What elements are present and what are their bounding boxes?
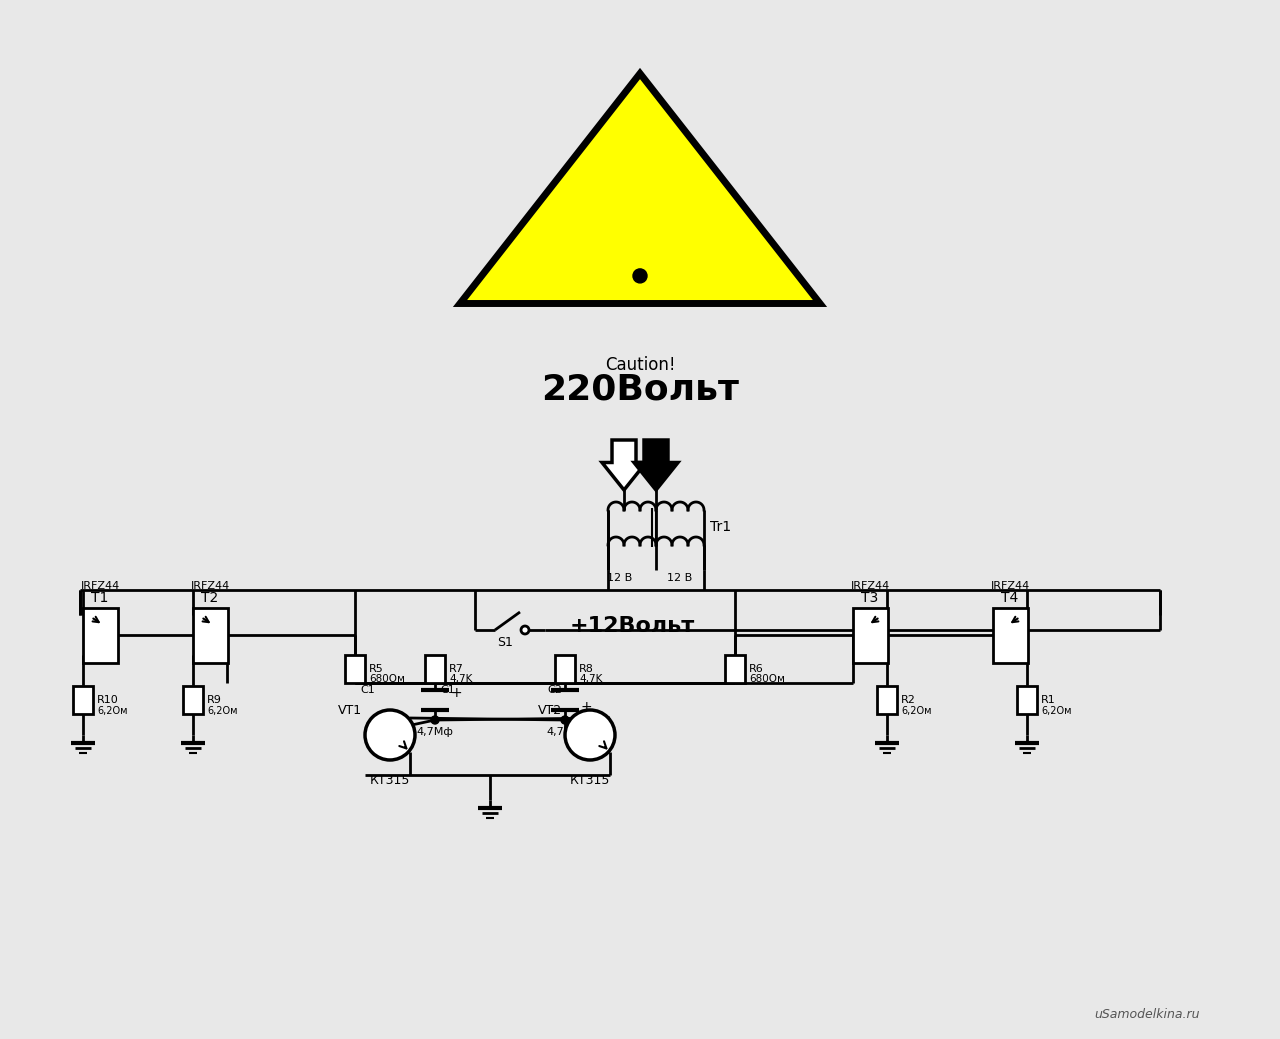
Circle shape: [564, 710, 614, 760]
Text: T2: T2: [201, 591, 219, 605]
Text: IRFZ44: IRFZ44: [850, 581, 890, 591]
Text: R8: R8: [579, 664, 594, 674]
Text: C1: C1: [360, 685, 375, 695]
Text: 6,2Ом: 6,2Ом: [901, 705, 932, 716]
Text: S1: S1: [497, 636, 513, 648]
Text: VT1: VT1: [338, 703, 362, 717]
Circle shape: [521, 627, 529, 634]
Text: Tr1: Tr1: [710, 520, 731, 534]
Bar: [724, 655, 745, 683]
Text: 6,2Ом: 6,2Ом: [1041, 705, 1071, 716]
Text: IRFZ44: IRFZ44: [81, 581, 119, 591]
Text: +: +: [451, 686, 462, 700]
Bar: [346, 655, 365, 683]
Text: uSamodelkina.ru: uSamodelkina.ru: [1094, 1009, 1201, 1021]
Text: +12Вольт: +12Вольт: [570, 616, 695, 636]
Text: R10: R10: [97, 695, 119, 705]
Circle shape: [365, 710, 415, 760]
Bar: [877, 686, 897, 714]
Text: КТ315: КТ315: [570, 774, 611, 787]
Text: 12 В: 12 В: [608, 572, 632, 583]
Text: 680Ом: 680Ом: [749, 674, 785, 684]
Text: 4,7K: 4,7K: [449, 674, 472, 684]
Text: КТ315: КТ315: [370, 774, 410, 787]
Bar: [556, 655, 575, 683]
Text: IRFZ44: IRFZ44: [191, 581, 229, 591]
Text: IRFZ44: IRFZ44: [991, 581, 1029, 591]
Text: Caution!: Caution!: [604, 356, 676, 374]
Text: 680Ом: 680Ом: [369, 674, 404, 684]
Text: 220Вольт: 220Вольт: [541, 373, 739, 407]
Text: T4: T4: [1001, 591, 1019, 605]
Polygon shape: [634, 439, 678, 490]
Text: VT2: VT2: [538, 703, 562, 717]
Text: R5: R5: [369, 664, 384, 674]
Circle shape: [561, 716, 570, 724]
Text: R9: R9: [207, 695, 221, 705]
Polygon shape: [460, 74, 820, 303]
Bar: [73, 686, 93, 714]
Text: 4,7K: 4,7K: [579, 674, 603, 684]
Text: R7: R7: [449, 664, 463, 674]
Bar: [83, 608, 118, 663]
Bar: [852, 608, 888, 663]
Text: 6,2Ом: 6,2Ом: [207, 705, 238, 716]
Text: 4,7МФ: 4,7МФ: [547, 727, 584, 737]
Circle shape: [634, 269, 646, 283]
Bar: [193, 608, 228, 663]
Text: C1: C1: [440, 685, 454, 695]
Bar: [993, 608, 1028, 663]
Bar: [183, 686, 204, 714]
Text: R6: R6: [749, 664, 764, 674]
Text: T3: T3: [861, 591, 878, 605]
Text: R1: R1: [1041, 695, 1056, 705]
Bar: [425, 655, 445, 683]
Bar: [1018, 686, 1037, 714]
Text: +: +: [581, 700, 593, 714]
Polygon shape: [602, 439, 646, 490]
Text: R2: R2: [901, 695, 916, 705]
Text: 12 В: 12 В: [667, 572, 692, 583]
Circle shape: [431, 716, 439, 724]
Text: T1: T1: [91, 591, 109, 605]
Text: 6,2Ом: 6,2Ом: [97, 705, 128, 716]
Text: 4,7Мф: 4,7Мф: [416, 727, 453, 737]
Text: C2: C2: [547, 685, 562, 695]
